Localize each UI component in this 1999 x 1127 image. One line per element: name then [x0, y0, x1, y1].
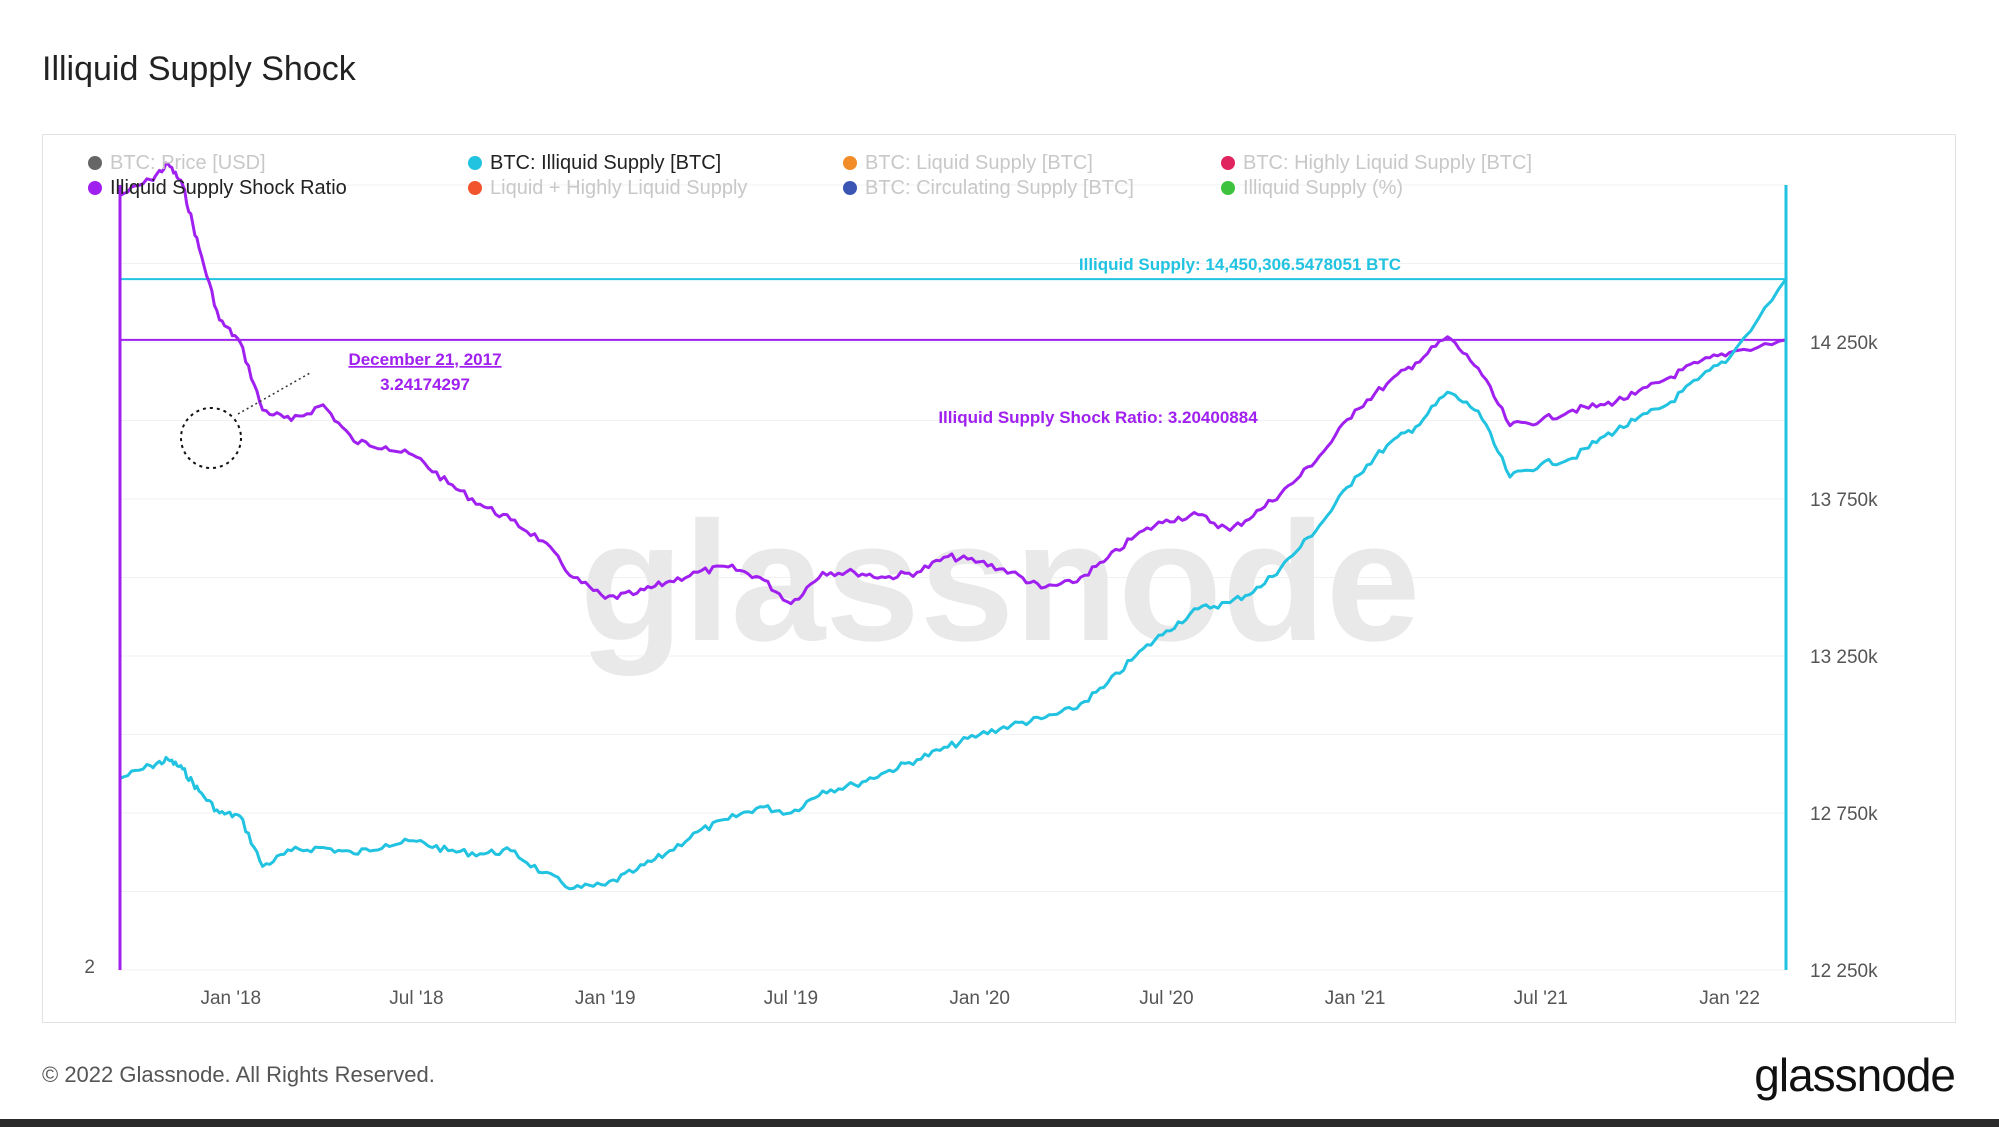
- legend-label: Illiquid Supply (%): [1243, 177, 1404, 199]
- illiquid-supply-label: Illiquid Supply: 14,450,306.5478051 BTC: [1079, 255, 1401, 274]
- legend-label: BTC: Price [USD]: [110, 152, 266, 174]
- legend-label: BTC: Circulating Supply [BTC]: [865, 177, 1134, 199]
- legend-dot-icon: [843, 181, 857, 195]
- legend-dot-icon: [468, 156, 482, 170]
- legend-item[interactable]: BTC: Illiquid Supply [BTC]: [468, 152, 721, 175]
- grid-lines: [120, 184, 1786, 971]
- legend-item[interactable]: BTC: Highly Liquid Supply [BTC]: [1221, 152, 1532, 175]
- callout-pointer: [237, 372, 311, 415]
- legend-dot-icon: [468, 181, 482, 195]
- copyright-text: © 2022 Glassnode. All Rights Reserved.: [42, 1062, 435, 1087]
- x-tick-label: Jul '19: [764, 988, 818, 1009]
- x-tick-label: Jan '20: [949, 988, 1010, 1009]
- legend-item[interactable]: Liquid + Highly Liquid Supply: [468, 177, 747, 200]
- legend-label: BTC: Highly Liquid Supply [BTC]: [1243, 152, 1533, 174]
- y-left-tick-label: 2: [84, 957, 95, 978]
- glassnode-logo: glassnode: [1754, 1049, 1956, 1101]
- legend-item[interactable]: BTC: Liquid Supply [BTC]: [843, 152, 1093, 175]
- legend-dot-icon: [843, 156, 857, 170]
- x-tick-label: Jul '20: [1139, 988, 1193, 1009]
- legend-item[interactable]: Illiquid Supply Shock Ratio: [88, 177, 347, 200]
- legend-label: Illiquid Supply Shock Ratio: [110, 177, 347, 199]
- legend-label: BTC: Illiquid Supply [BTC]: [490, 152, 722, 174]
- y-right-tick-label: 12 250k: [1810, 961, 1878, 982]
- chart-frame: [42, 134, 1956, 1023]
- legend-dot-icon: [1221, 156, 1235, 170]
- x-tick-label: Jan '18: [200, 988, 261, 1009]
- legend-item[interactable]: BTC: Circulating Supply [BTC]: [843, 177, 1134, 200]
- callout-date: December 21, 2017: [348, 350, 501, 369]
- x-tick-label: Jul '21: [1514, 988, 1568, 1009]
- callout-value: 3.24174297: [380, 375, 470, 394]
- callout-circle: [180, 407, 242, 469]
- page-title: Illiquid Supply Shock: [42, 50, 356, 88]
- legend-item[interactable]: Illiquid Supply (%): [1221, 177, 1403, 200]
- x-tick-label: Jan '19: [575, 988, 636, 1009]
- ratio-label: Illiquid Supply Shock Ratio: 3.20400884: [938, 408, 1258, 427]
- series-lines: [119, 161, 1788, 891]
- annotations: Illiquid Supply: 14,450,306.5478051 BTC …: [180, 255, 1401, 469]
- x-tick-label: Jan '21: [1325, 988, 1386, 1009]
- axes: Jan '18 Jul '18 Jan '19 Jul '19 Jan '20 Jul '…: [84, 185, 1878, 1009]
- reference-lines: [120, 278, 1786, 341]
- chart-legend: BTC: Price [USD] BTC: Illiquid Supply [BT…: [88, 150, 1588, 210]
- illiquid-supply-series-line: [119, 278, 1788, 891]
- x-tick-label: Jul '18: [389, 988, 443, 1009]
- x-tick-label: Jan '22: [1699, 988, 1760, 1009]
- legend-dot-icon: [88, 181, 102, 195]
- legend-item[interactable]: BTC: Price [USD]: [88, 152, 266, 175]
- ratio-series-line: [119, 161, 1787, 606]
- legend-dot-icon: [88, 156, 102, 170]
- y-right-tick-label: 13 250k: [1810, 647, 1878, 668]
- y-right-tick-label: 13 750k: [1810, 490, 1878, 511]
- y-right-tick-label: 14 250k: [1810, 333, 1878, 354]
- legend-dot-icon: [1221, 181, 1235, 195]
- legend-label: Liquid + Highly Liquid Supply: [490, 177, 748, 199]
- y-right-tick-label: 12 750k: [1810, 804, 1878, 825]
- watermark: glassnode: [580, 487, 1421, 677]
- legend-label: BTC: Liquid Supply [BTC]: [865, 152, 1093, 174]
- bottom-bar: [0, 1119, 1999, 1127]
